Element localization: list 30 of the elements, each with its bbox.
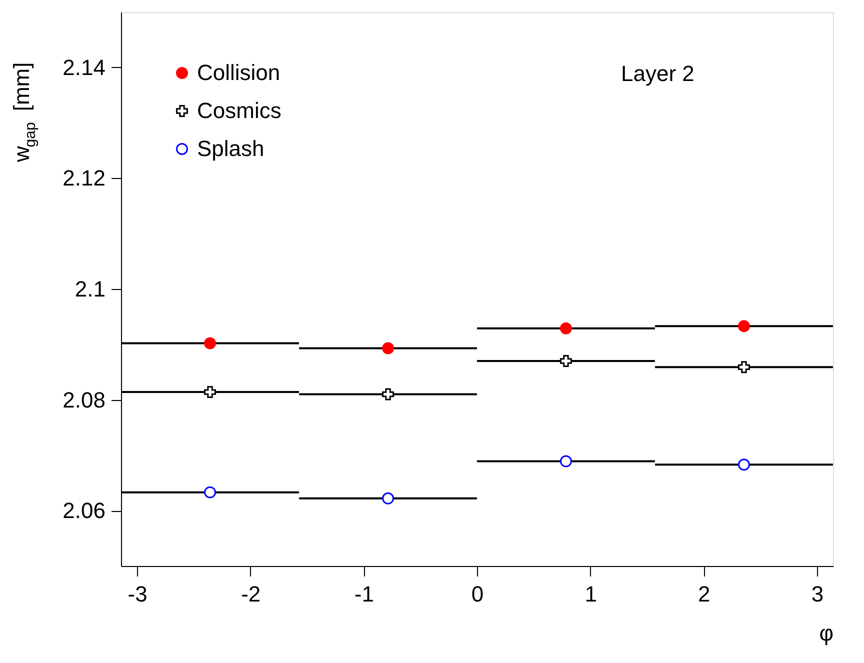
point <box>738 361 750 374</box>
point <box>382 342 394 354</box>
point <box>738 458 750 471</box>
x-axis-title: φ <box>819 620 834 646</box>
point <box>204 386 216 398</box>
y-tick-label: 2.1 <box>74 276 106 302</box>
point <box>560 455 572 468</box>
y-tick-label: 2.06 <box>62 498 106 524</box>
point <box>560 322 572 334</box>
y-tick-label: 2.12 <box>62 166 106 191</box>
legend-label: Collision <box>197 60 280 85</box>
legend-label: Splash <box>197 136 264 161</box>
y-axis-title: wgap [mm] <box>9 62 39 163</box>
point <box>382 388 394 400</box>
annotation: Layer 2 <box>621 61 694 86</box>
legend-label: Cosmics <box>197 98 282 123</box>
x-tick-label: 2 <box>698 582 710 606</box>
x-tick-label: 3 <box>811 582 824 606</box>
y-tick-label: 2.08 <box>62 387 106 412</box>
x-tick-label: -3 <box>128 582 148 606</box>
point <box>382 492 394 504</box>
point <box>204 486 216 498</box>
x-tick-label: 1 <box>584 582 597 606</box>
x-tick-label: -2 <box>241 582 261 606</box>
point <box>204 337 216 350</box>
x-tick-label: -1 <box>354 582 374 606</box>
point <box>738 320 750 332</box>
x-tick-label: 0 <box>471 582 484 606</box>
y-tick-label: 2.14 <box>62 54 106 80</box>
point <box>560 355 572 368</box>
